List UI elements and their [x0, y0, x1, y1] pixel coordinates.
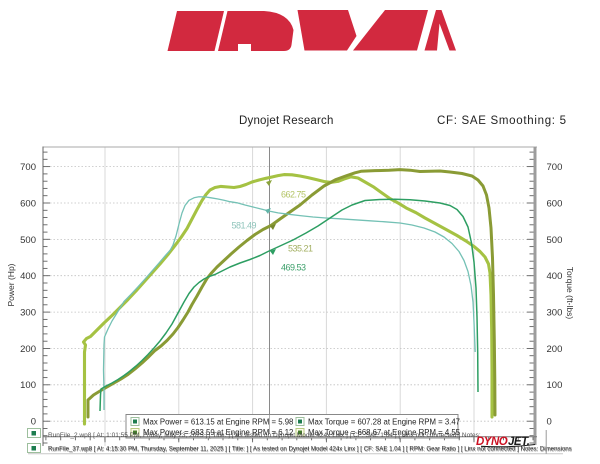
- svg-text:581.49: 581.49: [232, 221, 257, 231]
- svg-text:300: 300: [20, 308, 36, 319]
- svg-text:Max Power = 683.59 at Engine R: Max Power = 683.59 at Engine RPM = 6.12: [143, 428, 293, 437]
- svg-text:RunFile_2.wp8 [ At: 1:01:55 PM: RunFile_2.wp8 [ At: 1:01:55 PM, Friday, …: [48, 432, 481, 439]
- svg-text:200: 200: [20, 344, 36, 355]
- svg-text:100: 100: [547, 380, 563, 391]
- svg-text:Torque (ft-lbs): Torque (ft-lbs): [565, 267, 575, 320]
- svg-text:600: 600: [20, 198, 36, 209]
- svg-text:535.21: 535.21: [288, 244, 313, 254]
- svg-text:700: 700: [547, 162, 563, 173]
- svg-text:300: 300: [547, 308, 563, 319]
- svg-text:Max Power = 613.15 at Engine R: Max Power = 613.15 at Engine RPM = 5.98: [143, 418, 293, 427]
- svg-text:Max Torque = 668.67 at Engine: Max Torque = 668.67 at Engine RPM = 4.55: [308, 428, 461, 437]
- svg-text:469.53: 469.53: [281, 263, 306, 273]
- svg-text:200: 200: [547, 344, 563, 355]
- svg-text:500: 500: [547, 235, 563, 246]
- svg-text:400: 400: [547, 271, 563, 282]
- svg-text:662.75: 662.75: [281, 190, 306, 200]
- svg-text:RunFile_37.wp8 [ At: 4:15:30 P: RunFile_37.wp8 [ At: 4:15:30 PM, Thursda…: [49, 447, 573, 454]
- svg-text:Power (Hp): Power (Hp): [6, 263, 16, 306]
- svg-text:JET.: JET.: [508, 436, 530, 448]
- svg-text:500: 500: [20, 235, 36, 246]
- svg-text:0: 0: [547, 417, 552, 428]
- svg-text:CF: SAE Smoothing: 5: CF: SAE Smoothing: 5: [437, 115, 567, 127]
- svg-text:0: 0: [31, 417, 36, 428]
- svg-text:Max Torque = 607.28 at Engine: Max Torque = 607.28 at Engine RPM = 3.47: [308, 418, 460, 427]
- svg-text:DYNO: DYNO: [476, 436, 508, 448]
- svg-text:Dynojet Research: Dynojet Research: [239, 115, 334, 127]
- svg-text:RunFile_37.wp8 [ At: 4:15:30 P: RunFile_37.wp8 [ At: 4:15:30 PM, Thursda…: [48, 446, 572, 453]
- svg-text:600: 600: [547, 198, 563, 209]
- svg-text:400: 400: [20, 271, 36, 282]
- svg-text:700: 700: [20, 162, 36, 173]
- svg-text:100: 100: [20, 380, 36, 391]
